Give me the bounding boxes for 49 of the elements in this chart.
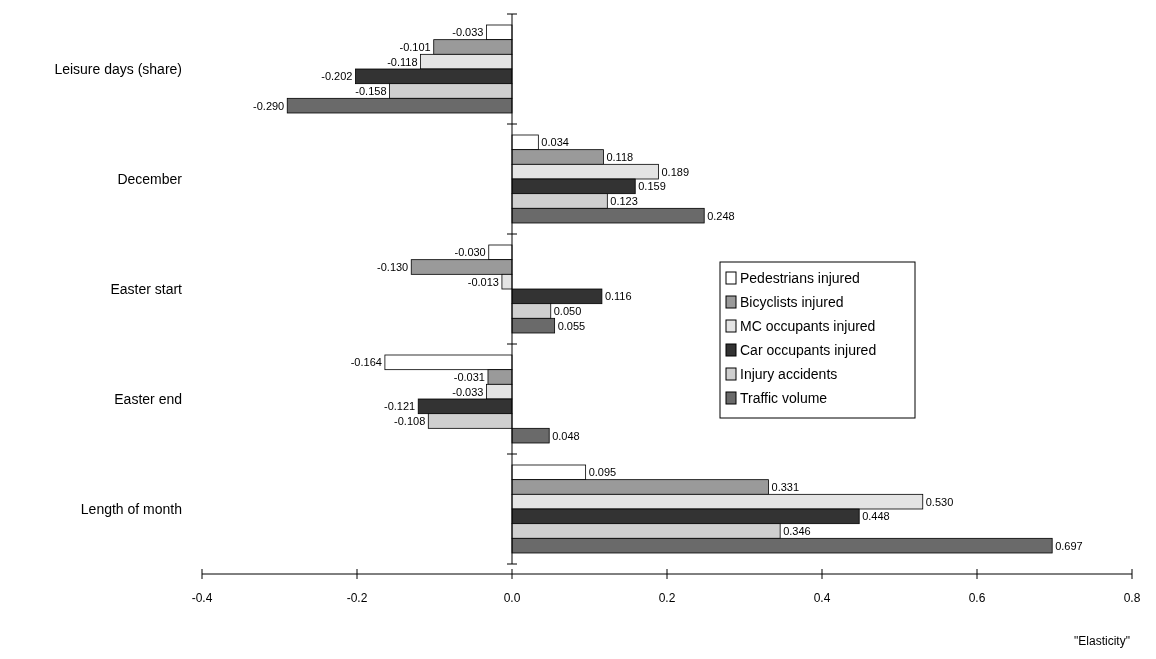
data-label: -0.033 [452, 385, 484, 398]
data-label: -0.121 [384, 400, 416, 413]
data-label: 0.697 [1055, 539, 1083, 552]
x-tick-label: 0.6 [968, 591, 986, 605]
data-label: 0.248 [707, 209, 735, 222]
data-label: 0.331 [771, 481, 800, 493]
y-tick-label: Leisure days (share) [54, 61, 182, 77]
data-label: -0.202 [321, 70, 353, 83]
x-tick-label: -0.4 [191, 591, 213, 605]
legend-label: Traffic volume [740, 390, 828, 406]
x-tick-label: 0.2 [658, 591, 676, 605]
data-label: 0.034 [541, 136, 569, 149]
legend-label: Bicyclists injured [740, 294, 844, 310]
x-tick-label: 0.8 [1123, 591, 1141, 605]
y-tick-label: Easter start [110, 281, 183, 297]
data-label: 0.189 [661, 165, 690, 178]
data-label: 0.123 [610, 195, 638, 207]
legend-label: Car occupants injured [740, 342, 877, 358]
data-label: 0.530 [925, 495, 954, 508]
data-label: -0.033 [452, 26, 484, 39]
data-label: 0.448 [862, 510, 890, 523]
data-label: -0.164 [350, 356, 382, 369]
data-label: -0.130 [377, 261, 409, 273]
data-label: 0.048 [552, 429, 580, 442]
data-label: -0.118 [387, 55, 418, 68]
data-label: 0.346 [783, 525, 811, 537]
data-label: -0.013 [467, 275, 499, 288]
legend-label: MC occupants injured [740, 318, 876, 334]
x-tick-label: 0.4 [813, 591, 831, 605]
y-tick-label: Easter end [114, 391, 182, 407]
data-label: -0.158 [355, 85, 387, 97]
data-label: 0.159 [638, 180, 666, 193]
data-label: -0.290 [253, 99, 285, 112]
x-tick-label: 0.0 [503, 591, 521, 605]
legend-label: Pedestrians injured [740, 270, 860, 286]
x-tick-label: -0.2 [346, 591, 368, 605]
x-axis-title: "Elasticity" [1074, 634, 1130, 648]
data-label: -0.101 [399, 41, 431, 53]
y-tick-label: Length of month [80, 501, 182, 517]
data-label: -0.108 [394, 415, 426, 427]
y-tick-label: December [117, 171, 183, 187]
data-label: 0.050 [553, 305, 582, 317]
legend-label: Injury accidents [740, 366, 838, 382]
data-label: 0.118 [606, 151, 634, 163]
data-label: -0.030 [454, 246, 486, 259]
data-label: 0.055 [557, 319, 586, 332]
data-label: -0.031 [453, 371, 485, 383]
data-label: 0.116 [604, 290, 632, 303]
data-label: 0.095 [588, 466, 617, 479]
